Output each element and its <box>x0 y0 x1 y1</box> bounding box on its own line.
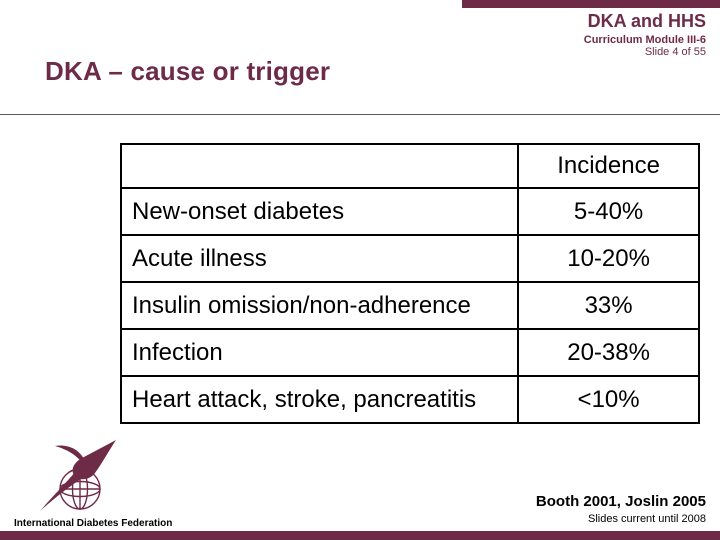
table-row: Heart attack, stroke, pancreatitis <10% <box>119 375 700 424</box>
table-header-empty-cell <box>119 143 520 189</box>
hummingbird-globe-icon <box>40 440 116 511</box>
table-row: Insulin omission/non-adherence 33% <box>119 281 700 330</box>
table-row: Infection 20-38% <box>119 328 700 377</box>
row-value: 33% <box>517 281 700 330</box>
row-value: <10% <box>517 375 700 424</box>
incidence-table: Incidence New-onset diabetes 5-40% Acute… <box>119 143 700 424</box>
row-value: 20-38% <box>517 328 700 377</box>
bottom-accent-bar <box>0 531 720 540</box>
idf-logo-block: International Diabetes Federation <box>14 436 174 529</box>
slide-header: DKA and HHS Curriculum Module III-6 Slid… <box>584 11 706 59</box>
table-header-row: Incidence <box>119 143 700 189</box>
currency-note: Slides current until 2008 <box>587 512 706 525</box>
header-divider <box>0 114 720 115</box>
table-row: Acute illness 10-20% <box>119 234 700 283</box>
row-value: 5-40% <box>517 187 700 236</box>
table-header-incidence: Incidence <box>517 143 700 189</box>
row-value: 10-20% <box>517 234 700 283</box>
row-label: Heart attack, stroke, pancreatitis <box>119 375 520 424</box>
idf-logo-label: International Diabetes Federation <box>14 518 173 529</box>
header-slide-number: Slide 4 of 55 <box>644 46 706 59</box>
row-label: Infection <box>119 328 520 377</box>
citation-text: Booth 2001, Joslin 2005 <box>535 493 706 510</box>
page-title: DKA – cause or trigger <box>45 56 331 86</box>
header-title: DKA and HHS <box>587 11 706 31</box>
row-label: New-onset diabetes <box>119 187 520 236</box>
citation-block: Booth 2001, Joslin 2005 Slides current u… <box>536 492 706 526</box>
top-accent-bar <box>462 0 720 8</box>
header-subtitle: Curriculum Module III-6 <box>583 33 706 46</box>
table-row: New-onset diabetes 5-40% <box>119 187 700 236</box>
row-label: Insulin omission/non-adherence <box>119 281 520 330</box>
row-label: Acute illness <box>119 234 520 283</box>
